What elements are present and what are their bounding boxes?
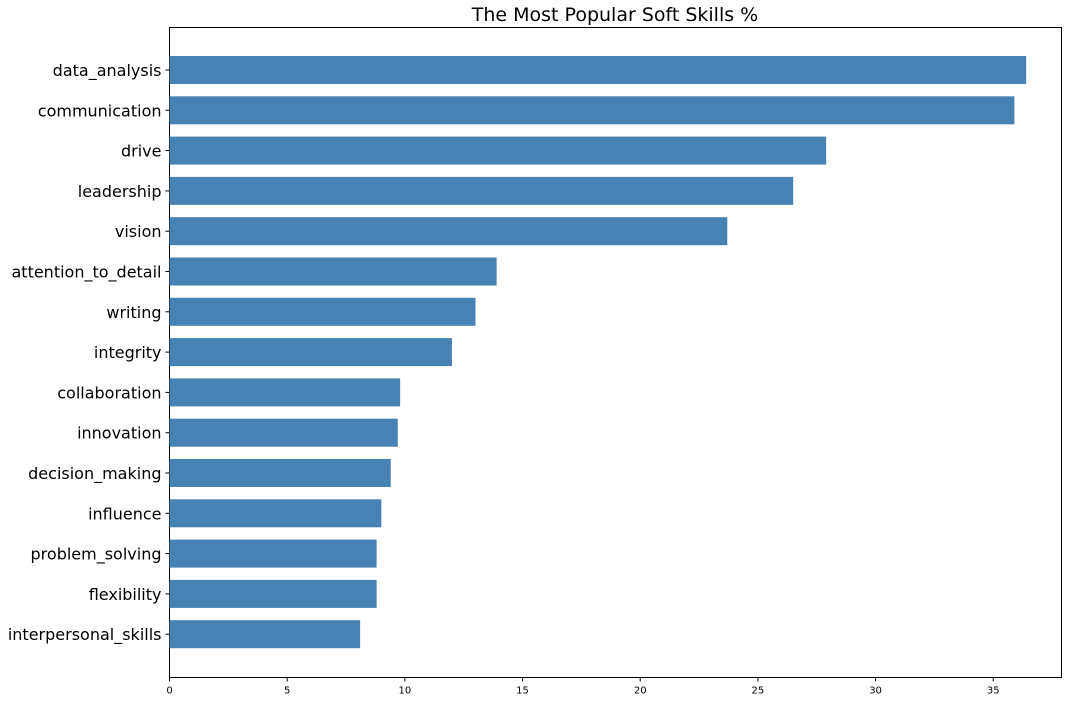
bar-communication: [169, 96, 1015, 125]
chart-title: The Most Popular Soft Skills %: [471, 4, 758, 26]
category-label: collaboration: [57, 383, 161, 402]
category-label: data_analysis: [53, 61, 162, 81]
category-label: interpersonal_skills: [8, 625, 162, 645]
bar-leadership: [169, 176, 794, 205]
category-labels: data_analysis communication drive leadershi…: [8, 61, 170, 645]
category-label: innovation: [77, 424, 161, 443]
x-tick-label: 20: [634, 686, 647, 697]
category-label: problem_solving: [31, 545, 162, 565]
category-label: integrity: [94, 343, 162, 362]
category-label: vision: [115, 222, 162, 241]
bar-attention_to_detail: [169, 257, 497, 286]
bar-decision_making: [169, 459, 391, 487]
bar-data_analysis: [169, 56, 1027, 84]
category-label: drive: [121, 142, 162, 161]
bar-innovation: [169, 418, 398, 447]
bar-flexibility: [169, 579, 377, 608]
bar-vision: [169, 217, 728, 246]
bar-drive: [169, 136, 827, 165]
bar-integrity: [169, 338, 452, 367]
x-axis-ticks: 0 5 10 15 20 25 30 35: [166, 677, 1000, 697]
x-tick-label: 35: [987, 686, 1000, 697]
category-label: influence: [88, 504, 161, 523]
bar-writing: [169, 297, 476, 326]
x-tick-label: 25: [752, 686, 765, 697]
bar-interpersonal_skills: [169, 620, 361, 649]
x-tick-label: 5: [284, 686, 290, 697]
x-tick-label: 15: [516, 686, 529, 697]
x-tick-label: 30: [869, 686, 882, 697]
bar-influence: [169, 499, 382, 528]
category-label: leadership: [78, 182, 162, 201]
category-label: writing: [106, 303, 161, 322]
bar-collaboration: [169, 378, 401, 407]
bars-group: [169, 56, 1027, 649]
category-label: flexibility: [89, 585, 162, 604]
category-label: communication: [38, 101, 162, 120]
x-tick-label: 0: [166, 686, 172, 697]
bar-problem_solving: [169, 539, 377, 568]
category-label: decision_making: [28, 464, 161, 484]
x-tick-label: 10: [398, 686, 411, 697]
category-label: attention_to_detail: [11, 263, 161, 283]
